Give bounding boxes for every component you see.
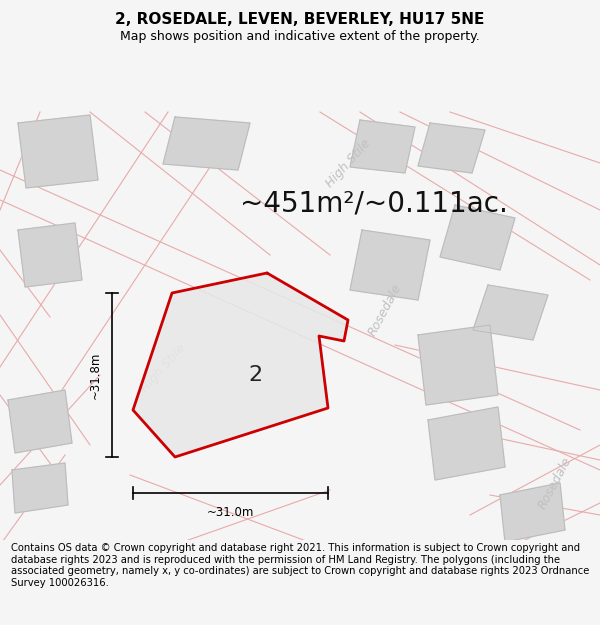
Polygon shape <box>18 115 98 188</box>
Polygon shape <box>500 483 565 542</box>
Polygon shape <box>350 120 415 173</box>
Text: 2: 2 <box>248 365 262 385</box>
Polygon shape <box>8 390 72 453</box>
Text: Contains OS data © Crown copyright and database right 2021. This information is : Contains OS data © Crown copyright and d… <box>11 543 589 588</box>
Polygon shape <box>418 325 498 405</box>
Polygon shape <box>133 273 348 457</box>
Polygon shape <box>418 123 485 173</box>
Text: High Stile: High Stile <box>323 136 373 190</box>
Text: ~451m²/~0.111ac.: ~451m²/~0.111ac. <box>240 189 508 217</box>
Text: Rosedale: Rosedale <box>366 282 404 338</box>
Text: Rosedale: Rosedale <box>536 454 574 511</box>
Text: High Stile: High Stile <box>138 341 188 395</box>
Polygon shape <box>473 285 548 340</box>
Polygon shape <box>428 407 505 480</box>
Text: 2, ROSEDALE, LEVEN, BEVERLEY, HU17 5NE: 2, ROSEDALE, LEVEN, BEVERLEY, HU17 5NE <box>115 12 485 27</box>
Text: ~31.8m: ~31.8m <box>89 351 101 399</box>
Polygon shape <box>350 230 430 300</box>
Polygon shape <box>12 463 68 513</box>
Text: Map shows position and indicative extent of the property.: Map shows position and indicative extent… <box>120 30 480 43</box>
Polygon shape <box>440 205 515 270</box>
Text: ~31.0m: ~31.0m <box>206 506 254 519</box>
Polygon shape <box>163 117 250 170</box>
Polygon shape <box>18 223 82 287</box>
